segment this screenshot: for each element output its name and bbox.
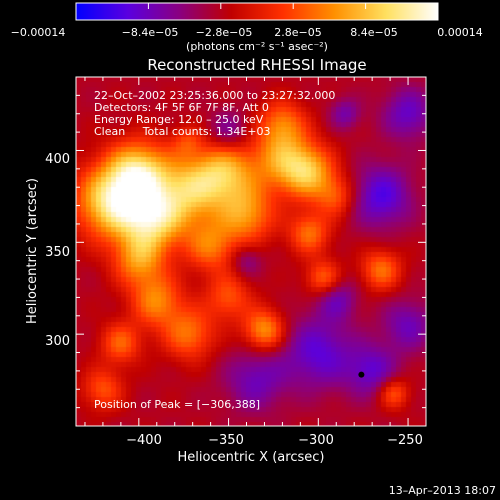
- colorbar-unit-label: (photons cm⁻² s⁻¹ asec⁻²): [186, 40, 328, 53]
- colorbar-tick-5: 0.00014: [437, 26, 483, 39]
- y-tick-label-300: 300: [45, 334, 70, 349]
- annotation-clean-counts: Clean Total counts: 1.34E+03: [94, 125, 271, 138]
- footer-timestamp: 13–Apr–2013 18:07: [389, 484, 496, 497]
- plot-frame: [75, 76, 427, 427]
- y-axis-label: Heliocentric Y (arcsec): [25, 178, 40, 324]
- x-axis-label: Heliocentric X (arcsec): [178, 450, 325, 465]
- colorbar-tick-2: −2.8e−05: [196, 26, 253, 39]
- heatmap-image: [76, 77, 426, 426]
- x-tick-label-neg250: −250: [387, 433, 423, 448]
- x-tick-label-neg350: −350: [208, 433, 244, 448]
- y-tick-label-400: 400: [45, 152, 70, 167]
- y-tick-label-350: 350: [45, 245, 70, 260]
- peak-marker: [358, 371, 365, 378]
- x-tick-label-neg400: −400: [126, 433, 162, 448]
- colorbar-tick-4: 8.4e−05: [350, 26, 397, 39]
- colorbar-tick-3: 2.8e−05: [274, 26, 321, 39]
- colorbar: [75, 2, 439, 21]
- colorbar-tick-1: −8.4e−05: [122, 26, 179, 39]
- colorbar-tick-0: −0.00014: [11, 26, 66, 39]
- peak-position-label: Position of Peak = [−306,388]: [94, 398, 260, 411]
- axis-ticks: [76, 76, 427, 426]
- x-tick-label-neg300: −300: [298, 433, 334, 448]
- chart-title: Reconstructed RHESSI Image: [147, 56, 366, 74]
- heatmap-plot-area: [75, 76, 427, 427]
- annotation-time-range: 22–Oct–2002 23:25:36.000 to 23:27:32.000: [94, 89, 335, 102]
- annotation-energy-range: Energy Range: 12.0 – 25.0 keV: [94, 113, 264, 126]
- colorbar-ticks: [147, 3, 367, 9]
- annotation-detectors: Detectors: 4F 5F 6F 7F 8F, Att 0: [94, 101, 269, 114]
